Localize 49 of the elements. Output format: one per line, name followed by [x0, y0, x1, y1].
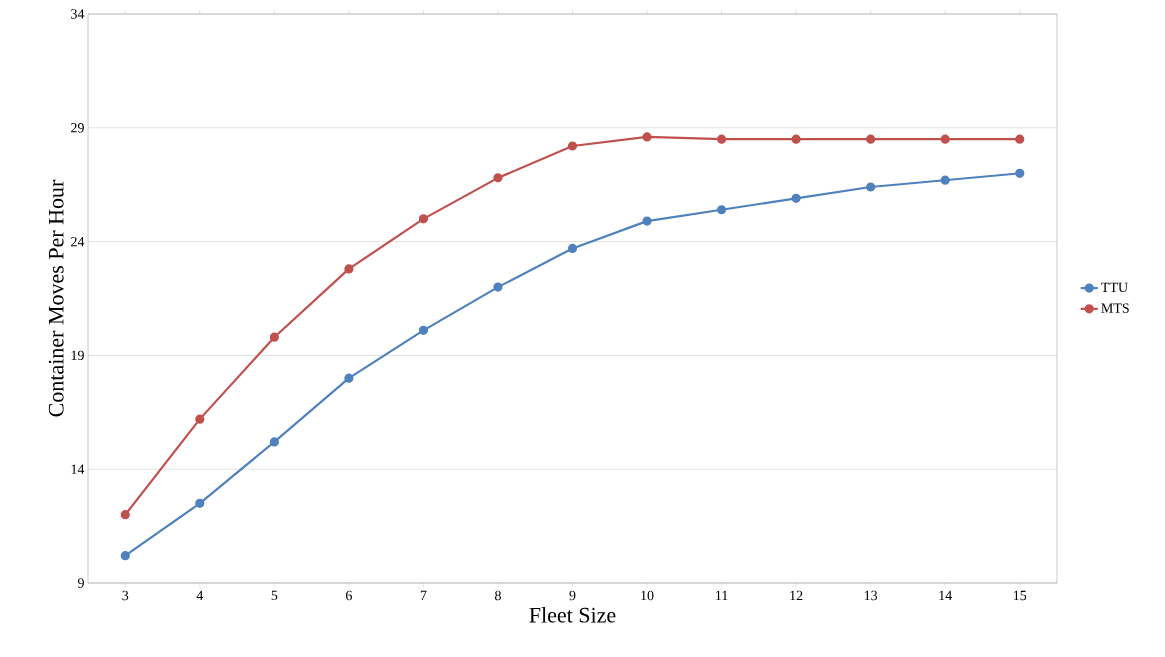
point	[866, 182, 876, 192]
point	[567, 141, 578, 151]
point	[493, 173, 503, 183]
point	[344, 264, 354, 274]
x-tick-label: 9	[569, 590, 576, 601]
legend-label: MTS	[1101, 303, 1129, 313]
point	[418, 325, 429, 335]
x-tick-label: 15	[1013, 590, 1027, 601]
y-tick-label: 24	[71, 236, 85, 247]
point	[642, 216, 652, 226]
point	[269, 437, 279, 447]
point	[1015, 134, 1025, 144]
x-tick-label: 10	[641, 590, 654, 601]
point	[344, 373, 354, 383]
point	[791, 193, 801, 203]
point	[1015, 168, 1025, 178]
x-tick-label: 7	[420, 590, 427, 600]
y-tick-label: 19	[71, 350, 84, 361]
point	[940, 175, 950, 185]
x-tick-label: 12	[790, 590, 803, 601]
y-tick-label: 29	[71, 123, 84, 133]
x-tick-label: 14	[939, 590, 952, 601]
point	[418, 214, 429, 224]
legend-label: TTU	[1101, 282, 1128, 293]
y-tick-label: 34	[71, 9, 85, 19]
x-axis-title: Fleet Size	[529, 607, 616, 623]
x-tick-label: 8	[495, 590, 501, 601]
point	[940, 134, 950, 144]
x-tick-label: 13	[864, 590, 878, 601]
x-tick-label: 6	[345, 590, 352, 601]
point	[642, 132, 652, 142]
x-tick-label: 4	[196, 590, 204, 601]
x-tick-label: 3	[122, 590, 129, 601]
point	[493, 282, 503, 292]
x-tick-label: 11	[716, 590, 728, 601]
point	[716, 134, 727, 144]
point	[791, 134, 801, 144]
y-axis-title: Container Moves Per Hour	[48, 179, 64, 417]
point	[120, 510, 130, 520]
x-tick-label: 5	[271, 590, 278, 601]
y-tick-label: 9	[77, 578, 84, 588]
point	[120, 551, 130, 561]
point	[195, 498, 205, 508]
point	[567, 243, 578, 254]
point	[269, 332, 279, 342]
point	[195, 414, 205, 424]
point	[716, 205, 727, 215]
point	[866, 134, 876, 144]
y-tick-label: 14	[71, 464, 85, 474]
